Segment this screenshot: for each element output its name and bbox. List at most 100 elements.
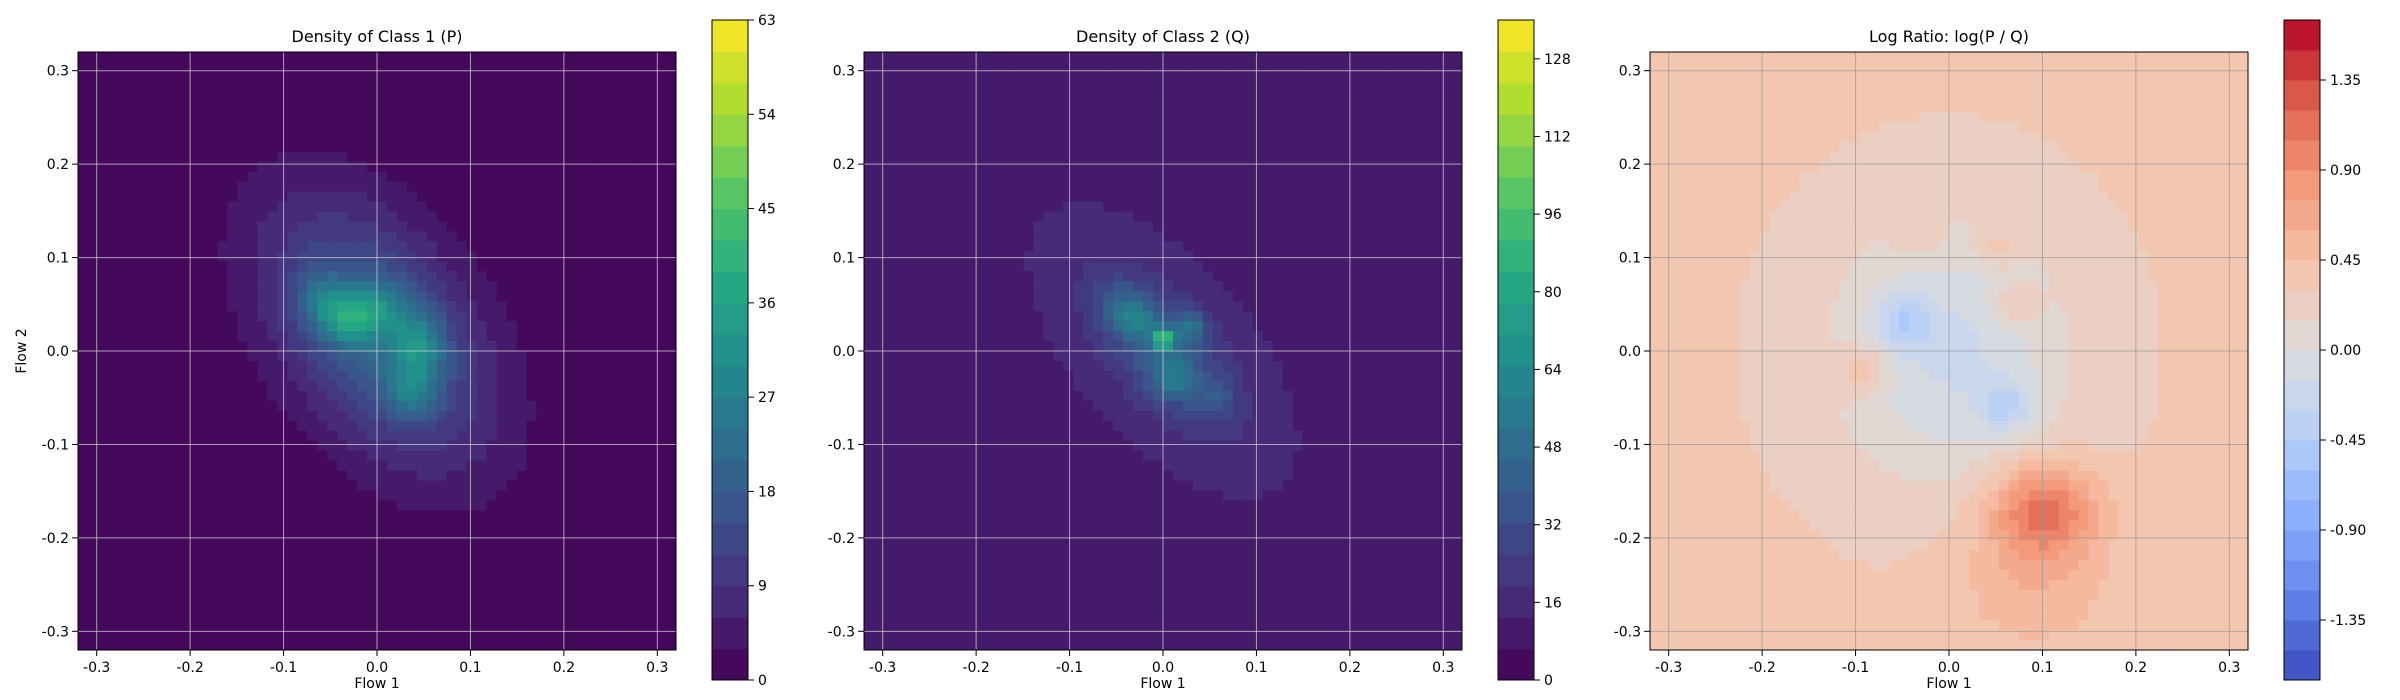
heatmap-cell [327,151,338,163]
heatmap-cell [466,321,478,332]
heatmap-cell [267,540,278,551]
heatmap-cell [1442,161,1453,173]
heatmap-cell [436,221,448,232]
heatmap-cell [297,321,308,332]
heatmap-cell [117,261,129,272]
heatmap-cell [78,540,89,551]
heatmap-cell [97,111,109,123]
heatmap-cell [526,410,538,422]
heatmap-cell [197,520,209,531]
heatmap-cell [606,351,617,362]
heatmap-cell [953,181,965,193]
heatmap-cell [357,171,368,183]
heatmap-cell [317,490,328,502]
heatmap-cell [646,271,657,282]
heatmap-cell [883,261,895,272]
heatmap-cell [616,610,627,621]
heatmap-cell [197,590,209,601]
heatmap-cell [167,380,179,392]
heatmap-cell [666,241,676,252]
heatmap-cell [1093,251,1104,262]
heatmap-cell [1103,131,1114,143]
heatmap-cell [586,91,597,103]
heatmap-cell [646,351,657,362]
heatmap-cell [1063,251,1074,262]
heatmap-cell [1322,251,1334,262]
heatmap-cell [227,261,239,272]
heatmap-cell [526,520,538,531]
heatmap-cell [1262,261,1274,272]
heatmap-cell [277,470,288,482]
heatmap-cell [526,450,538,462]
heatmap-cell [1322,151,1334,163]
heatmap-cell [516,460,528,472]
heatmap-cell [1033,241,1044,252]
heatmap-cell [1292,81,1304,93]
heatmap-cell [526,460,538,472]
heatmap-cell [416,331,428,342]
heatmap-cell [217,370,229,382]
heatmap-cell [217,610,229,621]
heatmap-cell [1053,181,1064,193]
heatmap-cell [566,390,577,402]
heatmap-cell [1292,211,1304,223]
heatmap-cell [616,550,627,561]
heatmap-cell [78,440,89,452]
heatmap-cell [317,211,328,223]
heatmap-cell [1043,81,1054,93]
heatmap-cell [436,61,448,73]
heatmap-cell [207,440,219,452]
heatmap-cell [526,400,538,412]
heatmap-cell [586,221,597,232]
heatmap-cell [1073,161,1084,173]
heatmap-cell [953,151,965,163]
heatmap-cell [456,530,468,541]
heatmap-cell [237,550,249,561]
heatmap-cell [576,291,587,302]
heatmap-cell [177,630,189,641]
heatmap-cell [456,410,468,422]
heatmap-cell [87,520,99,531]
heatmap-cell [1182,81,1194,93]
heatmap-cell [1163,181,1174,193]
heatmap-cell [78,640,89,650]
heatmap-cell [636,400,647,412]
heatmap-cell [177,101,189,113]
heatmap-cell [337,141,348,153]
heatmap-cell [177,380,189,392]
heatmap-cell [1282,111,1294,123]
heatmap-cell [536,341,548,352]
heatmap-cell [546,450,557,462]
heatmap-cell [1163,81,1174,93]
heatmap-cell [367,470,378,482]
heatmap-cell [963,181,975,193]
heatmap-cell [107,400,119,412]
heatmap-cell [446,520,458,531]
heatmap-cell [636,610,647,621]
heatmap-cell [97,570,109,581]
heatmap-cell [426,301,438,312]
heatmap-cell [526,341,538,352]
heatmap-cell [1113,111,1124,123]
heatmap-cell [247,410,258,422]
heatmap-cell [297,71,308,83]
heatmap-cell [117,161,129,173]
heatmap-cell [386,540,398,551]
heatmap-cell [1262,141,1274,153]
heatmap-cell [87,540,99,551]
heatmap-cell [1172,91,1184,103]
heatmap-cell [287,101,298,113]
heatmap-cell [636,321,647,332]
heatmap-cell [496,121,508,133]
heatmap-cell [177,311,189,322]
heatmap-cell [596,380,607,392]
heatmap-cell [117,480,129,492]
heatmap-cell [327,241,338,252]
heatmap-cell [1023,181,1035,193]
heatmap-cell [546,111,557,123]
heatmap-cell [963,231,975,242]
heatmap-cell [257,311,268,322]
heatmap-cell [97,610,109,621]
heatmap-cell [1362,91,1373,103]
heatmap-cell [377,600,388,611]
